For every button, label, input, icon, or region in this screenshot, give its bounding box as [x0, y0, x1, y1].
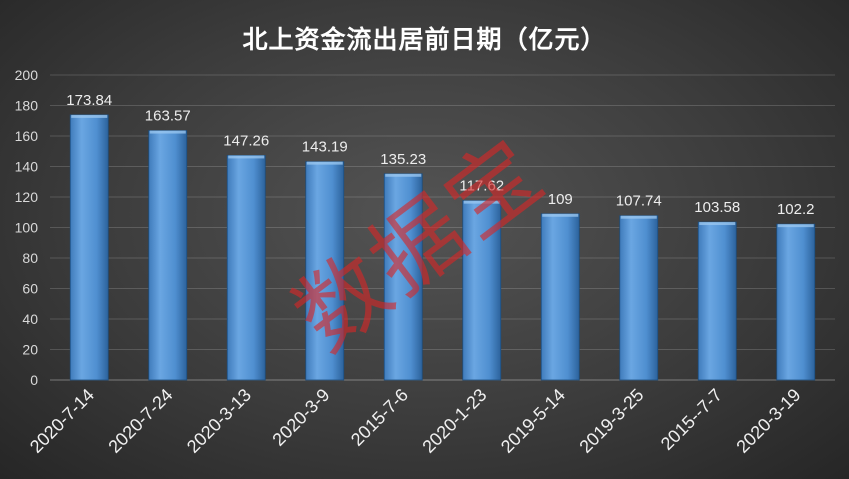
bar-top-highlight	[699, 222, 736, 226]
data-label: 135.23	[380, 151, 426, 168]
y-tick-label: 120	[15, 189, 39, 205]
bar	[69, 114, 109, 381]
bar	[697, 221, 737, 381]
x-tick-label: 2020-3-19	[732, 385, 804, 457]
data-label: 163.57	[145, 108, 191, 125]
data-labels: 173.84 163.57 147.26 143.19 135.23 117.62 109 1…	[66, 92, 814, 218]
chart-title: 北上资金流出居前日期（亿元）	[242, 25, 607, 54]
data-label: 173.84	[66, 92, 112, 109]
bars	[69, 114, 816, 381]
bar	[540, 213, 580, 381]
data-label: 107.74	[616, 193, 662, 210]
bar	[619, 215, 659, 381]
data-label: 117.62	[459, 178, 504, 195]
y-tick-label: 200	[15, 67, 39, 83]
bar-top-highlight	[306, 161, 343, 165]
y-tick-label: 160	[15, 128, 39, 144]
bar-top-highlight	[777, 224, 814, 228]
bar	[148, 130, 188, 381]
x-tick-label: 2015-7-6	[347, 385, 412, 450]
x-tick-label: 2020-3-9	[268, 385, 333, 450]
bar-top-highlight	[620, 215, 657, 219]
bar-top-highlight	[71, 114, 108, 118]
y-axis: 0 20 40 60 80 100 120 140 160 180 200	[15, 67, 39, 388]
y-tick-label: 140	[15, 159, 39, 175]
x-tick-label: 2020-3-13	[183, 385, 255, 457]
x-tick-label: 2019-3-25	[575, 385, 647, 457]
bar	[462, 200, 502, 381]
data-label: 102.2	[777, 201, 815, 218]
bar-top-highlight	[228, 155, 265, 159]
bar	[226, 155, 266, 381]
data-label: 143.19	[302, 139, 348, 156]
bar-top-highlight	[463, 200, 500, 204]
bar	[383, 173, 423, 381]
x-tick-label: 2020-1-23	[418, 385, 490, 457]
data-label: 147.26	[223, 132, 269, 149]
y-tick-label: 40	[22, 311, 38, 327]
bar-top-highlight	[542, 213, 579, 217]
x-tick-label: 2019-5-14	[497, 385, 569, 457]
data-label: 103.58	[694, 199, 740, 216]
x-axis: 2020-7-14 2020-7-24 2020-3-13 2020-3-9 2015-…	[26, 385, 805, 457]
bar	[305, 161, 345, 381]
y-tick-label: 20	[22, 342, 38, 358]
x-tick-label: 2020-7-24	[104, 385, 176, 457]
y-tick-label: 60	[22, 281, 38, 297]
x-tick-label: 2020-7-14	[26, 385, 98, 457]
bar-top-highlight	[149, 130, 186, 134]
y-tick-label: 100	[15, 220, 39, 236]
data-label: 109	[548, 191, 573, 208]
y-tick-label: 0	[30, 372, 38, 388]
y-tick-label: 80	[22, 250, 38, 266]
bar-top-highlight	[385, 173, 422, 177]
y-tick-label: 180	[15, 98, 39, 114]
bar	[776, 223, 816, 381]
x-tick-label: 2015--7-7	[657, 385, 726, 454]
